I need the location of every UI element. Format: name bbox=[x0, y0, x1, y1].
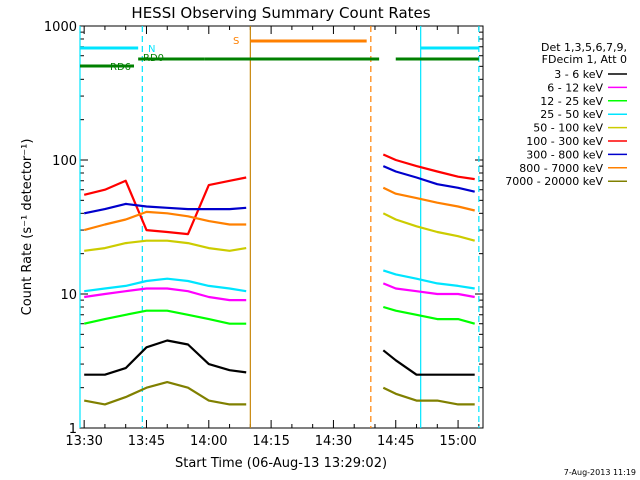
series-line bbox=[382, 153, 475, 181]
legend-entry-label: 7000 - 20000 keV bbox=[505, 175, 603, 188]
plot-area: 1 10 100 1000 13:30 13:45 14:00 14:15 14:30 14:45… bbox=[44, 20, 484, 449]
legend-entry-label: 300 - 800 keV bbox=[526, 148, 603, 161]
flag-label-s: S bbox=[233, 36, 239, 47]
series-line bbox=[84, 239, 247, 252]
series-line bbox=[382, 212, 475, 242]
series-line bbox=[84, 287, 247, 302]
legend-entry-label: 3 - 6 keV bbox=[554, 68, 603, 81]
legend-entry-label: 12 - 25 keV bbox=[540, 95, 603, 108]
x-axis-label: Start Time (06-Aug-13 13:29:02) bbox=[175, 456, 387, 471]
flag-label-rd6: RD6 bbox=[110, 62, 131, 73]
x-tick-label: 14:45 bbox=[377, 434, 414, 449]
series-line bbox=[382, 349, 475, 376]
series-line bbox=[83, 210, 247, 232]
series-line bbox=[382, 305, 475, 325]
x-tick-label: 14:15 bbox=[252, 434, 289, 449]
legend-header-line: FDecim 1, Att 0 bbox=[542, 53, 627, 66]
chart-title: HESSI Observing Summary Count Rates bbox=[131, 4, 430, 22]
series-line bbox=[382, 282, 475, 299]
y-tick-label: 1000 bbox=[44, 20, 77, 35]
y-tick-label: 1 bbox=[69, 422, 77, 437]
legend-entry-label: 100 - 300 keV bbox=[526, 135, 603, 148]
legend-entry-label: 800 - 7000 keV bbox=[519, 162, 603, 175]
series-line bbox=[382, 269, 475, 290]
y-tick-label: 100 bbox=[52, 154, 77, 169]
series-line bbox=[84, 381, 247, 406]
legend-entry-label: 50 - 100 keV bbox=[533, 122, 603, 135]
x-tick-label: 15:00 bbox=[439, 434, 476, 449]
series-line bbox=[382, 186, 475, 212]
x-tick-label: 14:00 bbox=[190, 434, 227, 449]
flag-label-n: N bbox=[148, 44, 155, 55]
series-line bbox=[83, 202, 247, 215]
legend-header-line: Det 1,3,5,6,7,9, bbox=[541, 41, 627, 54]
series-line bbox=[382, 386, 475, 406]
x-tick-label: 13:30 bbox=[65, 434, 102, 449]
flag-label-rd0: RD0 bbox=[143, 53, 164, 64]
legend-entry-label: 25 - 50 keV bbox=[540, 108, 603, 121]
legend: Det 1,3,5,6,7,9,FDecim 1, Att 0 3 - 6 keV… bbox=[505, 41, 627, 188]
y-tick-label: 10 bbox=[60, 288, 77, 303]
series-line bbox=[84, 339, 247, 376]
series-line bbox=[84, 277, 247, 293]
series-line bbox=[83, 309, 247, 325]
series-line bbox=[83, 176, 247, 236]
y-axis-label: Count Rate (s⁻¹ detector⁻¹) bbox=[20, 139, 35, 316]
x-tick-label: 14:30 bbox=[315, 434, 352, 449]
footer-timestamp: 7-Aug-2013 11:19 bbox=[564, 468, 636, 477]
legend-entry-label: 6 - 12 keV bbox=[547, 81, 603, 94]
x-tick-label: 13:45 bbox=[128, 434, 165, 449]
series-line bbox=[382, 165, 475, 193]
